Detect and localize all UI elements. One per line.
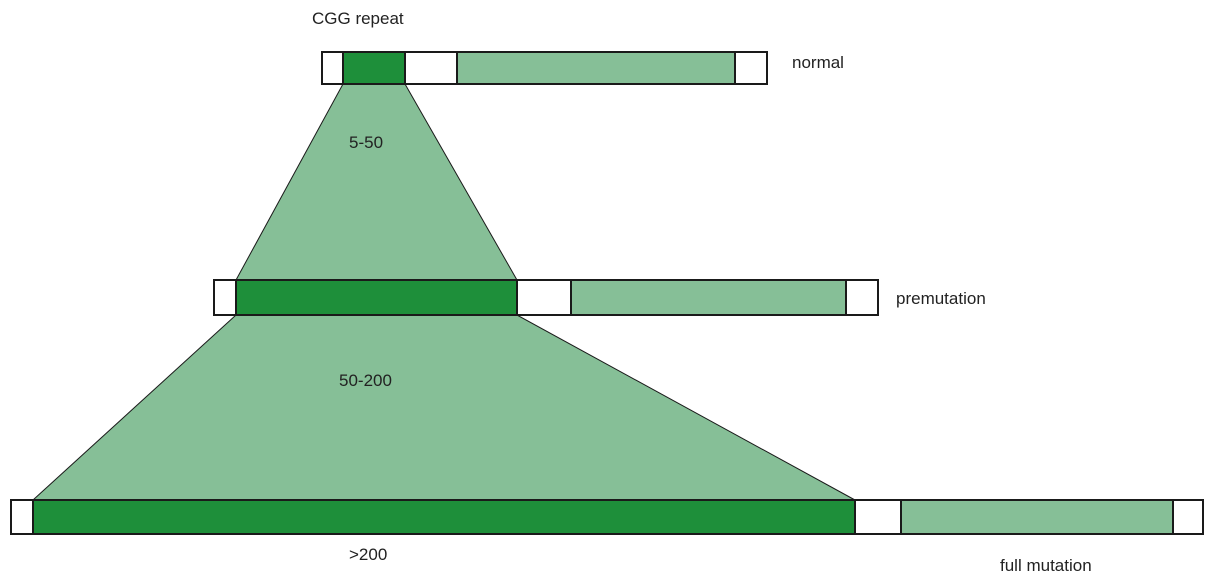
allele-bar-premutation: [213, 279, 879, 316]
expansion-wedge-premutation-to-full: [31, 314, 856, 501]
allele-label-premutation: premutation: [896, 289, 986, 308]
gene-region-full-mutation: [900, 499, 1174, 535]
cgg-repeat-premutation: [235, 279, 518, 316]
flank-right-premutation: [845, 279, 879, 316]
gene-region-premutation: [570, 279, 847, 316]
flank-right-full-mutation: [1172, 499, 1204, 535]
cgg-repeat-normal: [342, 51, 406, 85]
diagram-title: CGG repeat: [312, 9, 404, 28]
flank-left-premutation: [213, 279, 237, 316]
expansion-wedge-normal-to-premutation: [235, 83, 518, 281]
allele-bar-full-mutation: [10, 499, 1204, 535]
gene-region-normal: [456, 51, 736, 85]
flank-right-normal: [734, 51, 768, 85]
allele-label-normal: normal: [792, 53, 844, 72]
spacer-normal: [404, 51, 458, 85]
range-label-full-mutation: >200: [349, 545, 387, 564]
spacer-full-mutation: [854, 499, 902, 535]
flank-left-normal: [321, 51, 344, 85]
range-label-normal: 5-50: [349, 133, 383, 152]
range-label-premutation: 50-200: [339, 371, 392, 390]
flank-left-full-mutation: [10, 499, 34, 535]
spacer-premutation: [516, 279, 572, 316]
allele-bar-normal: [321, 51, 768, 85]
allele-label-full-mutation: full mutation: [1000, 556, 1092, 575]
cgg-repeat-full-mutation: [32, 499, 856, 535]
